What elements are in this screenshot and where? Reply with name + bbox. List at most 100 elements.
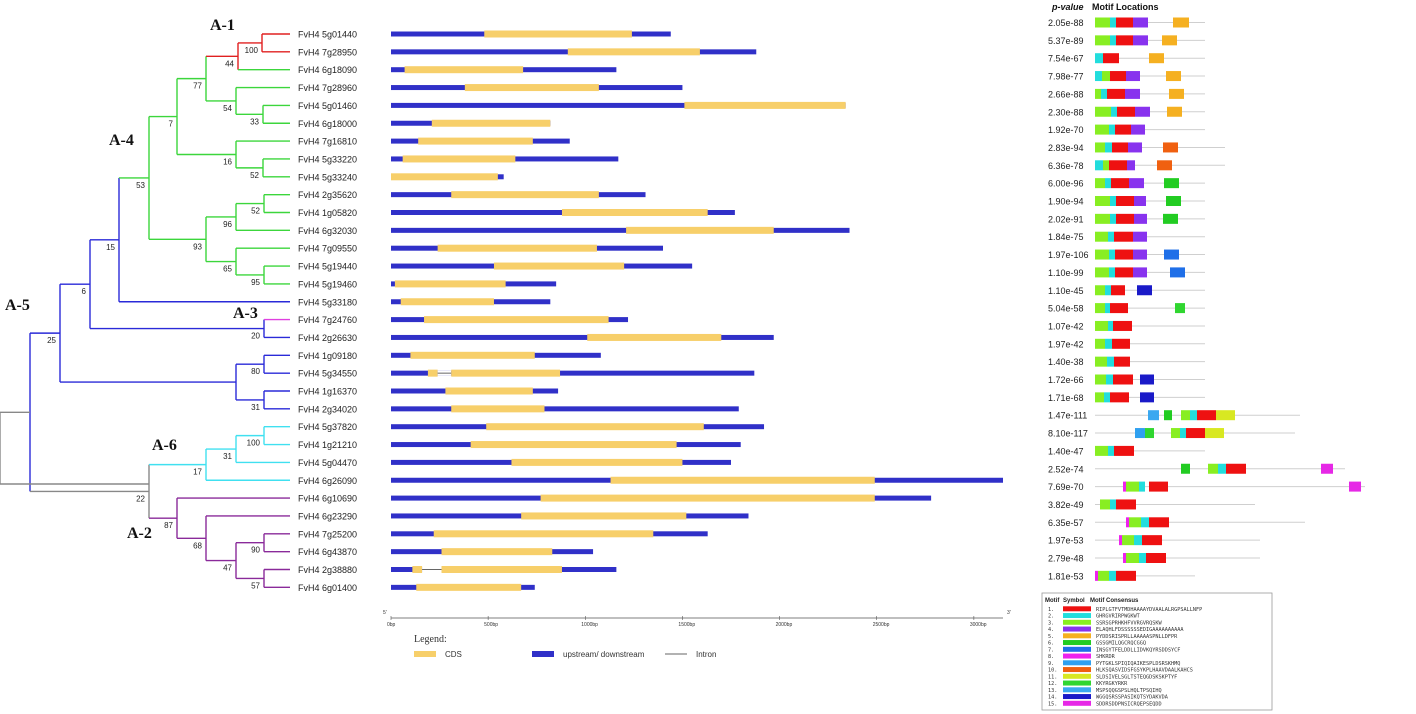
motif-pvalue: 7.98e-77 <box>1048 72 1084 82</box>
motif-pvalue: 6.35e-57 <box>1048 518 1084 528</box>
gene-label: FvH4 6g43870 <box>298 547 357 557</box>
motif-box-10 <box>1163 142 1178 153</box>
gene-cds-bar <box>511 458 683 466</box>
motif-box-8 <box>1095 570 1098 581</box>
motif-pvalue: 2.66e-88 <box>1048 89 1084 99</box>
motif-box-4 <box>1131 124 1145 135</box>
gene-cds-bar <box>521 512 687 520</box>
gene-cds-bar <box>561 209 708 216</box>
bootstrap-value: 96 <box>223 220 232 229</box>
bootstrap-value: 15 <box>106 243 115 252</box>
motif-pvalue: 3.82e-49 <box>1048 500 1084 510</box>
motif-number: 1. <box>1048 607 1054 613</box>
gene-label: FvH4 7g25200 <box>298 529 357 539</box>
gene-cds-bar <box>464 84 599 92</box>
motif-box-3 <box>1095 142 1105 153</box>
bootstrap-value: 22 <box>136 494 145 503</box>
bootstrap-value: 44 <box>225 59 234 68</box>
motif-box-1 <box>1109 160 1127 171</box>
motif-box-4 <box>1133 267 1147 278</box>
bootstrap-value: 95 <box>251 278 260 287</box>
motif-box-1 <box>1111 178 1129 189</box>
motif-pvalue: 7.69e-70 <box>1048 482 1084 492</box>
motif-box-4 <box>1135 106 1150 117</box>
motif-pvalue: 2.83e-94 <box>1048 143 1084 153</box>
motif-box-2 <box>1218 463 1226 474</box>
motif-box-2 <box>1134 535 1142 546</box>
motif-box-2 <box>1180 428 1186 439</box>
gene-label: FvH4 1g21210 <box>298 440 357 450</box>
gene-cds-bar <box>431 119 551 127</box>
bootstrap-value: 20 <box>251 332 260 341</box>
bootstrap-value: 47 <box>223 564 232 573</box>
motif-box-1 <box>1110 71 1126 82</box>
motif-symbol <box>1063 700 1091 706</box>
bootstrap-value: 68 <box>193 541 202 550</box>
pvalue-header: p-value <box>1051 2 1084 12</box>
motif-symbol <box>1063 687 1091 693</box>
gene-cds-bar <box>484 30 632 38</box>
motif-number: 5. <box>1048 634 1054 640</box>
gene-utr-bar <box>391 406 739 412</box>
motif-box-1 <box>1115 249 1133 260</box>
gene-label: FvH4 1g16370 <box>298 387 357 397</box>
motif-box-3 <box>1095 338 1105 349</box>
gene-label: FvH4 5g19440 <box>298 262 357 272</box>
motif-box-3 <box>1095 445 1108 456</box>
motif-box-2 <box>1108 320 1113 331</box>
motif-consensus: SLDSIVELSGLTSTEQGDSKSKPTYF <box>1096 674 1177 680</box>
motif-number: 15. <box>1048 701 1057 707</box>
motif-box-3 <box>1095 356 1107 367</box>
gene-cds-bar <box>451 369 561 377</box>
bootstrap-value: 77 <box>193 82 202 91</box>
motif-box-14 <box>1137 285 1152 296</box>
gene-label: FvH4 5g01440 <box>298 30 357 40</box>
bootstrap-value: 80 <box>251 367 260 376</box>
gene-cds-bar <box>404 66 524 74</box>
motif-box-2 <box>1095 71 1102 82</box>
motif-box-1 <box>1116 196 1134 206</box>
motif-symbol <box>1063 640 1091 646</box>
motif-box-15 <box>1349 481 1361 492</box>
gene-label: FvH4 6g23290 <box>298 511 357 521</box>
gene-label: FvH4 6g01400 <box>298 583 357 593</box>
motif-box-8 <box>1126 517 1129 528</box>
bootstrap-value: 87 <box>164 521 173 530</box>
motif-box-4 <box>1133 17 1148 28</box>
motif-consensus: ELAQHLFDSSSSSSEDIGAAAAAAAAAA <box>1096 627 1184 633</box>
gene-utr-bar <box>391 334 774 340</box>
motif-box-3 <box>1100 499 1110 510</box>
gene-cds-bar <box>540 494 875 502</box>
motif-symbol <box>1063 619 1091 625</box>
motif-pvalue: 2.02e-91 <box>1048 214 1084 224</box>
motif-consensus-table: Motif Symbol Motif Consensus 1. RIPLGTFVTMDH… <box>1041 592 1273 711</box>
gene-label: FvH4 2g26630 <box>298 333 357 343</box>
motif-symbol <box>1063 653 1091 659</box>
motif-box-3 <box>1095 303 1105 314</box>
motif-box-1 <box>1115 267 1133 278</box>
motif-pvalue: 2.30e-88 <box>1048 107 1084 117</box>
motif-symbol <box>1063 633 1091 639</box>
motif-box-2 <box>1190 410 1197 421</box>
clade-labels: A-1 A-4 A-5 A-3 A-6 A-2 <box>5 17 258 542</box>
gene-label: FvH4 5g33220 <box>298 154 357 164</box>
motif-box-1 <box>1116 213 1134 224</box>
motif-number: 9. <box>1048 661 1054 667</box>
bootstrap-value: 52 <box>251 207 260 216</box>
motif-consensus: SDDRSDDPNSICRQEPSEQDD <box>1096 701 1162 707</box>
gene-label: FvH4 6g32030 <box>298 226 357 236</box>
motif-box-14 <box>1140 374 1154 385</box>
motif-pvalue: 1.40e-38 <box>1048 357 1084 367</box>
gene-structure-legend: Legend: CDS upstream/ downstream Intron <box>414 634 716 659</box>
motif-consensus: SHKRDR <box>1096 654 1116 660</box>
motif-box-3 <box>1126 553 1139 563</box>
bootstrap-value: 31 <box>251 403 260 412</box>
motif-pvalue: 2.05e-88 <box>1048 18 1084 28</box>
motif-table-header-motif: Motif <box>1045 598 1060 604</box>
axis-tick-label: 500bp <box>484 622 498 628</box>
motif-box-3 <box>1129 517 1141 528</box>
motif-box-3 <box>1103 160 1109 171</box>
motif-box-7 <box>1170 267 1185 278</box>
motif-pvalue: 1.40e-47 <box>1048 446 1084 456</box>
motif-symbol <box>1063 606 1091 612</box>
